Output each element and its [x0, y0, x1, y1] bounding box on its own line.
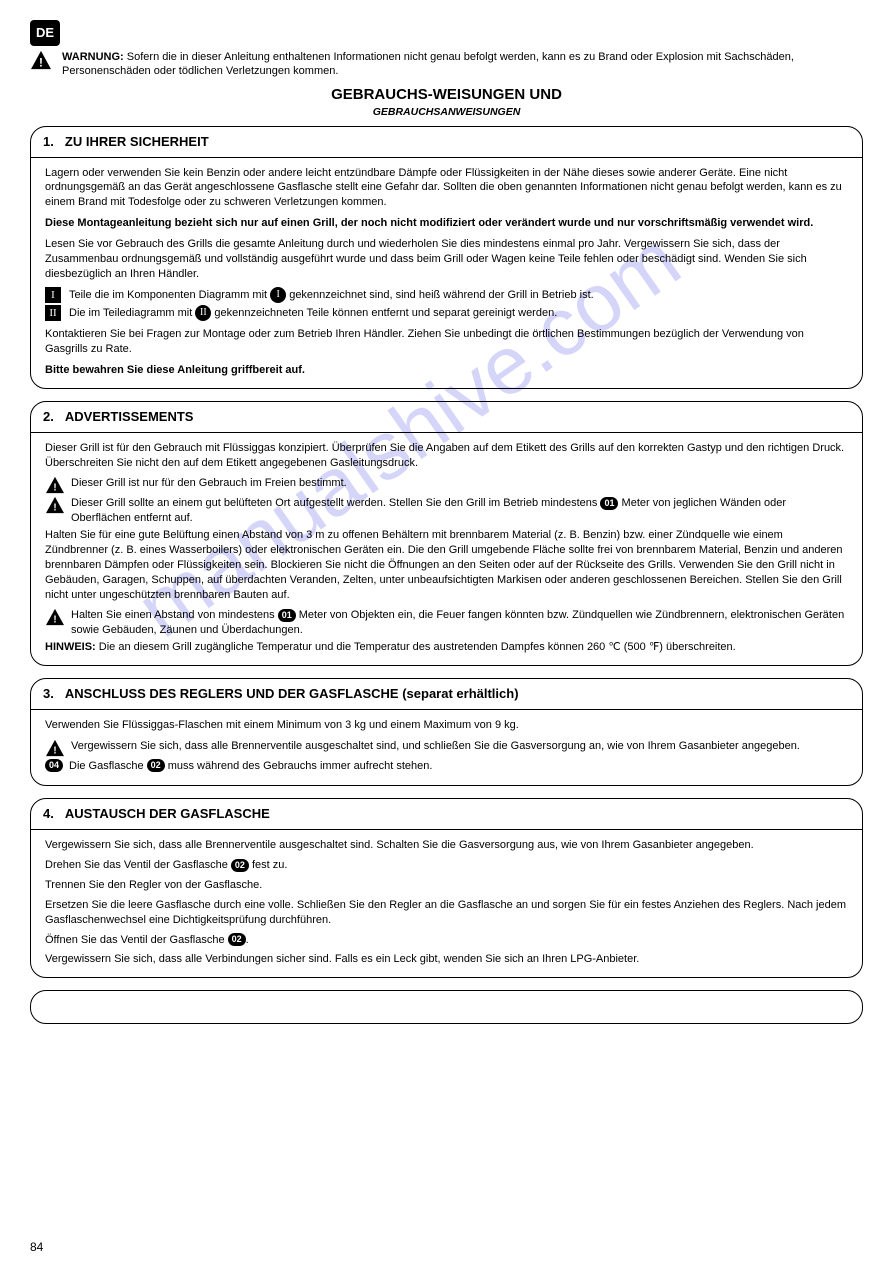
s2-p3: HINWEIS: Die an diesem Grill zugängliche… [45, 640, 848, 655]
roman-one-box-icon: I [45, 287, 61, 303]
page-number: 84 [30, 1239, 43, 1255]
s2-li2: ! Dieser Grill sollte an einem gut belüf… [45, 496, 848, 526]
ref-01-icon: 01 [278, 609, 296, 622]
section-2: 2. ADVERTISSEMENTS Dieser Grill ist für … [30, 401, 863, 666]
ref-01-icon: 01 [600, 497, 618, 510]
warning-icon: ! [45, 496, 65, 514]
s1-p4: Kontaktieren Sie bei Fragen zur Montage … [45, 327, 848, 357]
s2-li1-text: Dieser Grill ist nur für den Gebrauch im… [71, 476, 848, 491]
ref-02-icon: 02 [231, 859, 249, 872]
section-2-header: 2. ADVERTISSEMENTS [31, 402, 862, 433]
header-warning-body: Sofern die in dieser Anleitung enthalten… [62, 51, 794, 78]
s1-p2: Diese Montageanleitung bezieht sich nur … [45, 216, 848, 231]
section-4-body: Vergewissern Sie sich, dass alle Brenner… [31, 830, 862, 977]
roman-one-circle-icon: I [270, 287, 286, 303]
page: DE ! WARNUNG: Sofern die in dieser Anlei… [0, 0, 893, 1044]
roman-two-circle-icon: II [195, 305, 211, 321]
s2-p1: Dieser Grill ist für den Gebrauch mit Fl… [45, 441, 848, 471]
s2-li2-text: Dieser Grill sollte an einem gut belüfte… [71, 496, 848, 526]
lang-badge-row: DE [30, 20, 863, 50]
header-warning-text: WARNUNG: Sofern die in dieser Anleitung … [62, 50, 863, 80]
section-3-header: 3. ANSCHLUSS DES REGLERS UND DER GASFLAS… [31, 679, 862, 710]
s4-p3: Trennen Sie den Regler von der Gasflasch… [45, 878, 848, 893]
section-1: 1. ZU IHRER SICHERHEIT Lagern oder verwe… [30, 126, 863, 389]
s1-row-ii: II Die im Teilediagramm mit II gekennzei… [45, 305, 848, 321]
ref-02-icon: 02 [147, 759, 165, 772]
ref-04-icon: 04 [45, 759, 63, 772]
s1-p3: Lesen Sie vor Gebrauch des Grills die ge… [45, 237, 848, 282]
section-1-body: Lagern oder verwenden Sie kein Benzin od… [31, 158, 862, 388]
ref-02-icon: 02 [228, 933, 246, 946]
s4-p4: Ersetzen Sie die leere Gasflasche durch … [45, 898, 848, 928]
section-3-number: 3. [43, 685, 54, 703]
s3-p1: Verwenden Sie Flüssiggas-Flaschen mit ei… [45, 718, 848, 733]
title-block: GEBRAUCHS-WEISUNGEN UND GEBRAUCHSANWEISU… [30, 85, 863, 119]
svg-text:!: ! [39, 55, 43, 69]
section-3-body: Verwenden Sie Flüssiggas-Flaschen mit ei… [31, 710, 862, 786]
s4-p2: Drehen Sie das Ventil der Gasflasche 02 … [45, 858, 848, 873]
section-2-title: ADVERTISSEMENTS [65, 409, 194, 424]
section-1-header: 1. ZU IHRER SICHERHEIT [31, 127, 862, 158]
section-1-title: ZU IHRER SICHERHEIT [65, 134, 209, 149]
s1-p1: Lagern oder verwenden Sie kein Benzin od… [45, 166, 848, 211]
s1-p5: Bitte bewahren Sie diese Anleitung griff… [45, 363, 848, 378]
header-warning-row: ! WARNUNG: Sofern die in dieser Anleitun… [30, 50, 863, 80]
s2-p2: Halten Sie für eine gute Belüftung einen… [45, 528, 848, 602]
sub-title: GEBRAUCHSANWEISUNGEN [30, 105, 863, 119]
svg-text:!: ! [53, 615, 56, 626]
s2-li3: ! Halten Sie einen Abstand von mindesten… [45, 608, 848, 638]
section-3: 3. ANSCHLUSS DES REGLERS UND DER GASFLAS… [30, 678, 863, 787]
section-4-title: AUSTAUSCH DER GASFLASCHE [65, 806, 270, 821]
section-3-title: ANSCHLUSS DES REGLERS UND DER GASFLASCHE… [65, 686, 519, 701]
s3-li2: 04 Die Gasflasche 02 muss während des Ge… [45, 759, 848, 774]
s3-li2-text: Die Gasflasche 02 muss während des Gebra… [69, 759, 848, 774]
header-warning-bold: WARNUNG: [62, 51, 124, 63]
section-2-body: Dieser Grill ist für den Gebrauch mit Fl… [31, 433, 862, 665]
warning-icon: ! [45, 608, 65, 626]
warning-icon: ! [45, 476, 65, 494]
main-title: GEBRAUCHS-WEISUNGEN UND [30, 85, 863, 105]
warning-icon: ! [30, 50, 52, 70]
section-4-number: 4. [43, 805, 54, 823]
section-1-number: 1. [43, 133, 54, 151]
svg-text:!: ! [53, 745, 56, 756]
svg-text:!: ! [53, 483, 56, 494]
roman-two-box-icon: II [45, 305, 61, 321]
s3-li1-text: Vergewissern Sie sich, dass alle Brenner… [71, 739, 848, 754]
s4-p1: Vergewissern Sie sich, dass alle Brenner… [45, 838, 848, 853]
section-2-number: 2. [43, 408, 54, 426]
s4-p5: Öffnen Sie das Ventil der Gasflasche 02. [45, 933, 848, 948]
s1-row-i-text: Teile die im Komponenten Diagramm mit I … [69, 287, 848, 303]
svg-text:!: ! [53, 503, 56, 514]
s3-li1: ! Vergewissern Sie sich, dass alle Brenn… [45, 739, 848, 757]
s1-row-i: I Teile die im Komponenten Diagramm mit … [45, 287, 848, 303]
s4-p6: Vergewissern Sie sich, dass alle Verbind… [45, 952, 848, 967]
s2-li3-text: Halten Sie einen Abstand von mindestens … [71, 608, 848, 638]
lang-badge: DE [30, 20, 60, 46]
section-4: 4. AUSTAUSCH DER GASFLASCHE Vergewissern… [30, 798, 863, 978]
section-next-partial [30, 990, 863, 1024]
s1-row-ii-text: Die im Teilediagramm mit II gekennzeichn… [69, 305, 848, 321]
s2-li1: ! Dieser Grill ist nur für den Gebrauch … [45, 476, 848, 494]
section-4-header: 4. AUSTAUSCH DER GASFLASCHE [31, 799, 862, 830]
warning-icon: ! [45, 739, 65, 757]
